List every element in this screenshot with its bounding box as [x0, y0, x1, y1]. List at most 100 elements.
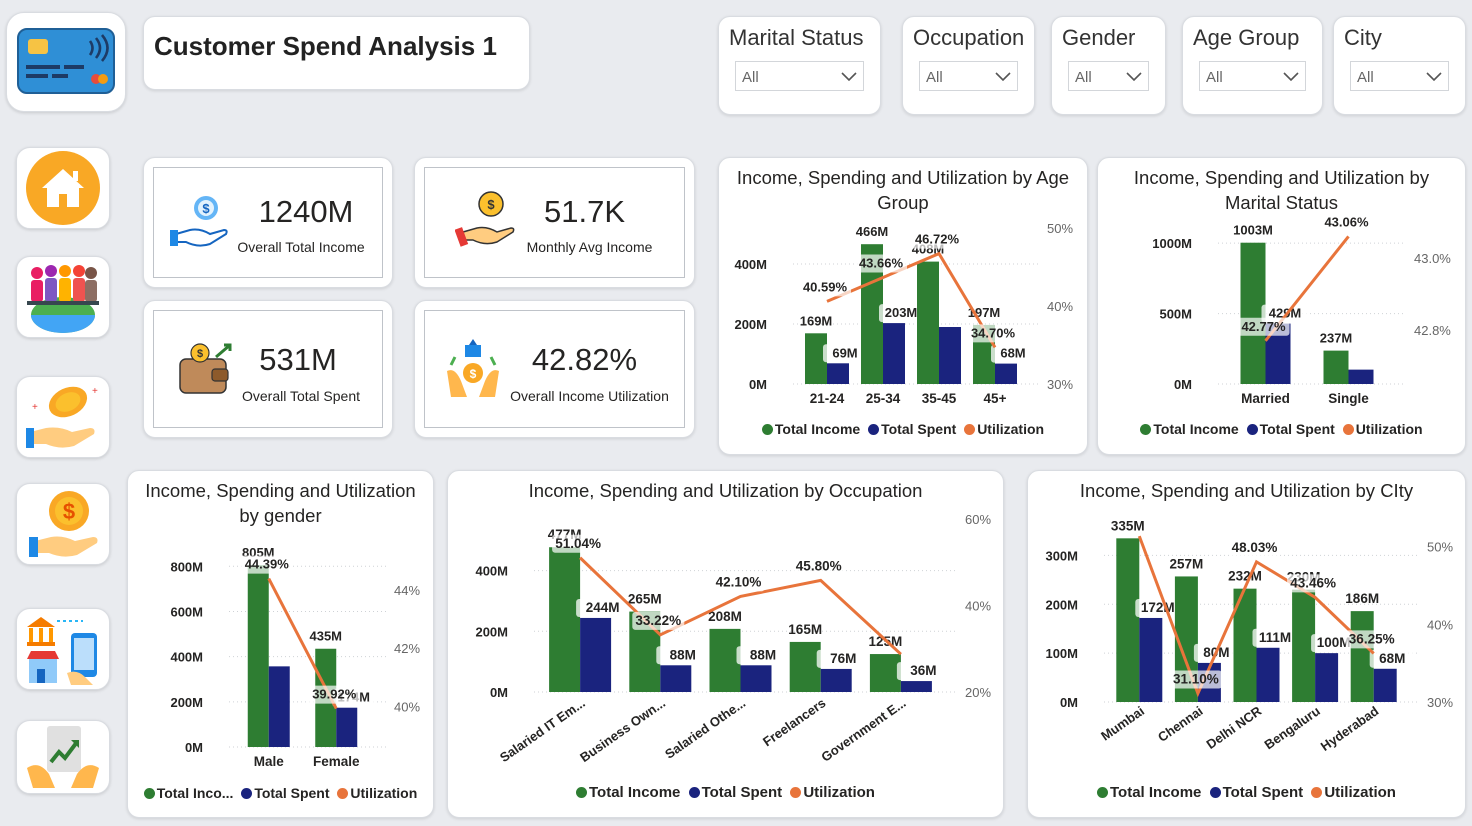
slicer-dropdown[interactable]: All: [1199, 61, 1306, 91]
legend-item-spent[interactable]: Total Spent: [868, 421, 956, 437]
legend-item-spent[interactable]: Total Spent: [688, 784, 783, 801]
data-label-utilization: 33.22%: [635, 613, 681, 628]
kpi-income-utilization: $ 42.82% Overall Income Utilization: [414, 300, 695, 438]
kpi-label: Monthly Avg Income: [526, 239, 653, 255]
spending-button[interactable]: + +: [16, 376, 110, 458]
data-label-bg: [308, 685, 361, 704]
data-label-spent: 172M: [1141, 600, 1175, 615]
slicer-marital-status[interactable]: Marital Status All: [718, 16, 881, 115]
data-label-utilization: 51.04%: [555, 536, 601, 551]
data-label-income: 257M: [1170, 556, 1204, 571]
svg-text:$: $: [470, 367, 477, 381]
y2-tick-label: 42.8%: [1414, 323, 1451, 338]
legend-item-utilization[interactable]: Utilization: [964, 421, 1044, 437]
bar-income: [709, 628, 741, 692]
chevron-down-icon: [1283, 72, 1299, 82]
bar-income: [1233, 588, 1257, 702]
data-label-income: 265M: [628, 592, 662, 607]
legend-item-income[interactable]: Total Income: [761, 421, 860, 437]
legend-item-spent[interactable]: Total Spent: [241, 785, 330, 801]
slicer-label: Gender: [1062, 25, 1136, 50]
growth-button[interactable]: [16, 720, 110, 794]
legend-item-utilization[interactable]: Utilization: [337, 785, 417, 801]
data-label-spent: 100M: [1317, 635, 1351, 650]
slicer-dropdown[interactable]: All: [919, 61, 1018, 91]
kpi-label: Overall Income Utilization: [510, 388, 669, 404]
x-tick-label: Freelancers: [760, 695, 828, 749]
x-tick-label: 21-24: [810, 391, 845, 406]
kpi-value: 531M: [259, 342, 337, 377]
slicer-age-group[interactable]: Age Group All: [1182, 16, 1323, 115]
bar-spent: [1256, 647, 1280, 702]
kpi-value: 42.82%: [531, 342, 638, 377]
data-label-utilization: 46.72%: [915, 232, 960, 247]
data-label-bg: [823, 344, 867, 363]
data-label-spent: 203M: [885, 305, 918, 320]
legend-label: Total Spent: [1222, 784, 1304, 801]
banking-button[interactable]: [16, 608, 110, 690]
data-label-bg: [576, 598, 630, 617]
slicer-occupation[interactable]: Occupation All: [902, 16, 1035, 115]
data-label-spent: 88M: [670, 647, 696, 662]
slicer-city[interactable]: City All: [1333, 16, 1466, 115]
kpi-value: 1240M: [258, 194, 354, 229]
legend-item-utilization[interactable]: Utilization: [1311, 784, 1396, 801]
coin-hand-icon: ++: [26, 386, 98, 448]
data-label-bg: [736, 646, 790, 665]
slicer-gender[interactable]: Gender All: [1051, 16, 1166, 115]
legend-item-income[interactable]: Total Inco...: [143, 785, 233, 801]
y-tick-label: 600M: [170, 604, 203, 619]
slicer-dropdown[interactable]: All: [1350, 61, 1449, 91]
x-tick-label: Government E...: [818, 695, 908, 764]
data-label-utilization: 36.25%: [1349, 631, 1395, 646]
y-tick-label: 400M: [170, 650, 203, 665]
slicer-dropdown[interactable]: All: [735, 61, 864, 91]
chart-title: Income, Spending and Utilization by Age …: [736, 167, 1070, 213]
legend-item-utilization[interactable]: Utilization: [790, 784, 875, 801]
data-label-bg: [656, 646, 710, 665]
data-label-utilization: 40.59%: [803, 279, 848, 294]
y-tick-label: 200M: [170, 695, 203, 710]
chart-title: Income, Spending and Utilization by Occu…: [528, 480, 923, 501]
slicer-dropdown[interactable]: All: [1068, 61, 1149, 91]
data-label-utilization: 48.03%: [1232, 540, 1278, 555]
data-label-bg: [1311, 634, 1357, 653]
income-button[interactable]: $: [16, 483, 110, 565]
utilization-line: [1137, 535, 1375, 698]
legend-item-spent[interactable]: Total Spent: [1209, 784, 1304, 801]
y-tick-label: 0M: [749, 377, 767, 392]
y2-tick-label: 42%: [394, 641, 420, 656]
demographics-button[interactable]: [16, 256, 110, 338]
chart-title: Income, Spending and Utilization by CIty: [1079, 480, 1414, 501]
chevron-down-icon: [841, 72, 857, 82]
data-label-bg: [911, 230, 963, 249]
svg-text:$: $: [197, 348, 203, 360]
data-label-bg: [879, 304, 923, 323]
data-label-utilization: 31.10%: [1173, 671, 1219, 686]
legend-label: Total Income: [1153, 421, 1239, 437]
chart-age-group: 0M 200M 400M 30% 40% 50% 169M 69M 21-24 466M 203M 2…: [734, 221, 1073, 406]
bar-spent: [660, 665, 692, 692]
data-label-bg: [552, 534, 605, 553]
bank-mobile-icon: [27, 617, 97, 685]
data-label-bg: [855, 254, 907, 273]
chart-card-marital-status: Income, Spending and Utilization by Mari…: [1097, 157, 1466, 455]
data-label-income: 232M: [1228, 569, 1262, 584]
x-tick-label: Mumbai: [1098, 703, 1147, 743]
nav-card-button[interactable]: [6, 12, 126, 112]
slicer-value: All: [1206, 69, 1223, 86]
data-label-spent: 244M: [586, 600, 620, 615]
legend-item-spent[interactable]: Total Spent: [1246, 421, 1335, 437]
data-label-income: 1003M: [1233, 223, 1273, 238]
x-tick-label: Salaried Othe...: [662, 695, 748, 762]
legend-item-income[interactable]: Total Income: [1140, 421, 1239, 437]
utilization-line: [579, 556, 902, 656]
legend-label: Total Spent: [701, 784, 783, 801]
legend-item-utilization[interactable]: Utilization: [1342, 421, 1423, 437]
home-button[interactable]: [16, 147, 110, 229]
legend-item-income[interactable]: Total Income: [1097, 784, 1201, 801]
legend-item-income[interactable]: Total Income: [576, 784, 680, 801]
data-label-bg: [1237, 317, 1290, 336]
data-label-spent: 429M: [1269, 306, 1302, 321]
